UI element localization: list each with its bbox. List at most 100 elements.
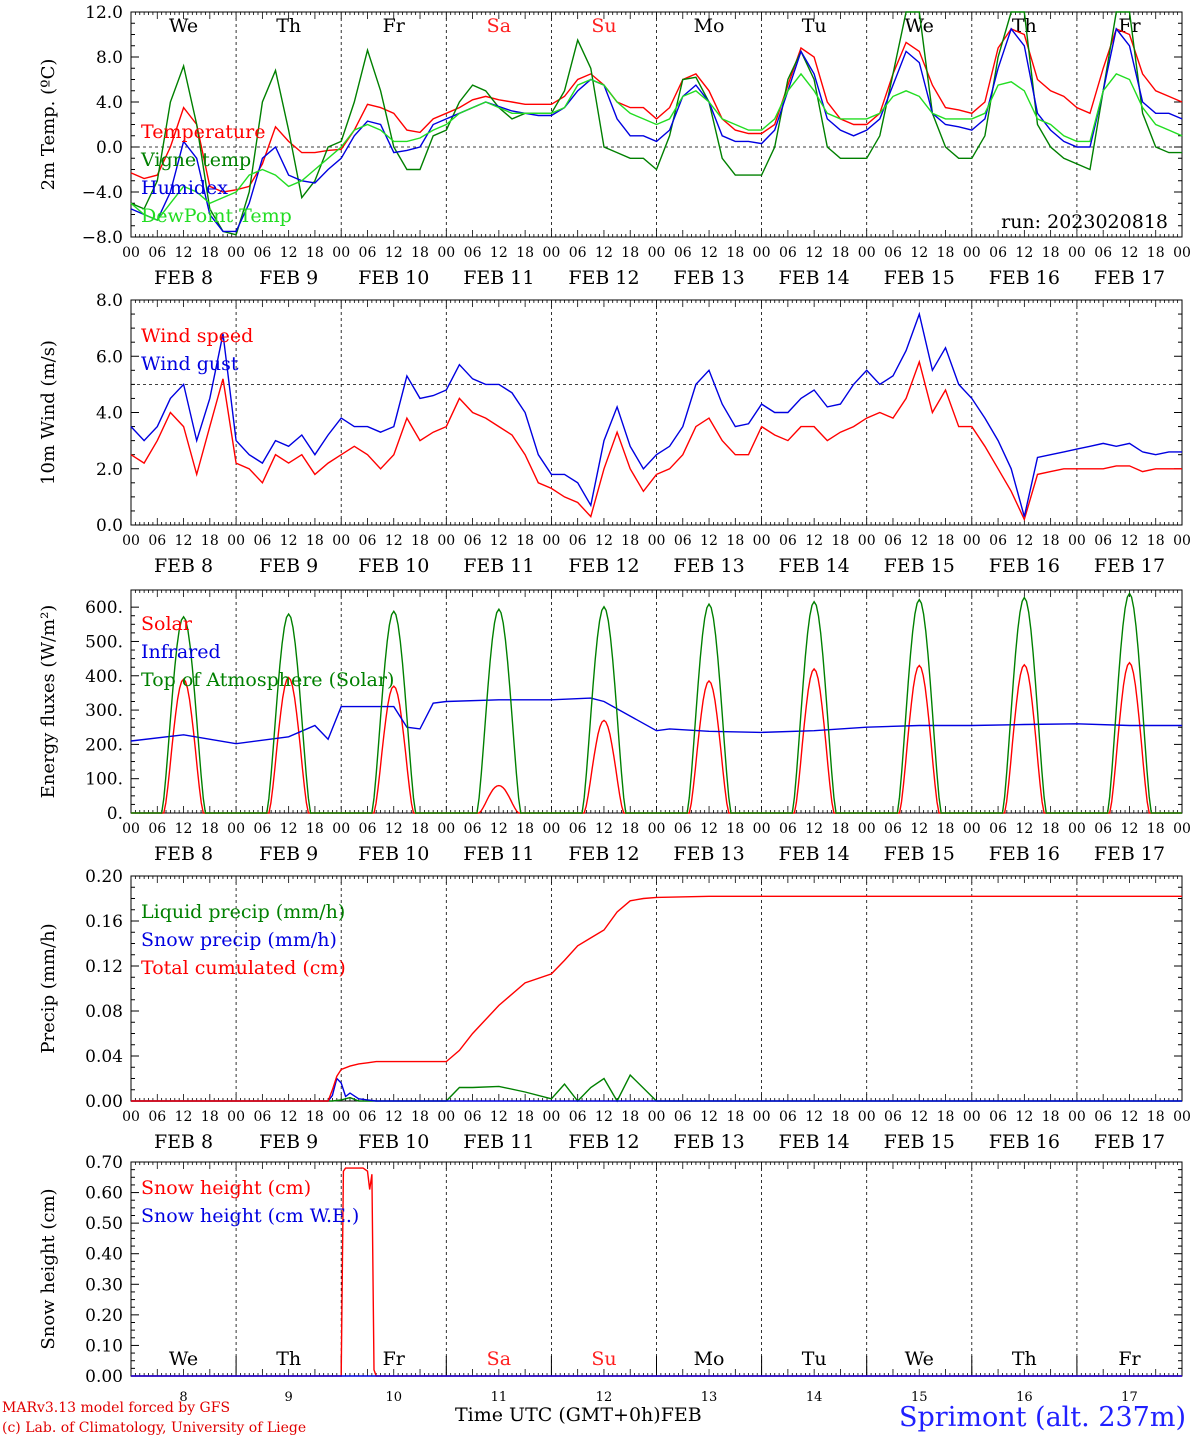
weekday-label: Th bbox=[276, 15, 301, 37]
date-label: FEB 14 bbox=[779, 555, 850, 577]
legend-entry: DewPoint Temp bbox=[141, 205, 292, 227]
hour-label: 18 bbox=[306, 245, 324, 261]
hour-label: 00 bbox=[1173, 245, 1191, 261]
y-tick-label: 0.00 bbox=[85, 1367, 123, 1387]
y-tick-label: 0.40 bbox=[85, 1245, 123, 1265]
panel-wind: 0.0 2.0 4.0 6.0 8.0 10m Wind (m/s) 00 06 12 18 00 0… bbox=[38, 291, 1191, 577]
y-tick-label: 8.0 bbox=[96, 48, 123, 68]
y-tick-label: 12.0 bbox=[85, 3, 123, 23]
hour-label: 12 bbox=[1015, 245, 1033, 261]
weekday-label: We bbox=[905, 1348, 934, 1370]
panel-snow: 0.00 0.10 0.20 0.30 0.40 0.50 0.60 0.70 Snow hei… bbox=[38, 1153, 1183, 1405]
series-line-red bbox=[130, 27, 1183, 193]
weekday-label: Fr bbox=[383, 15, 406, 37]
hour-label: 00 bbox=[122, 533, 140, 549]
series-line-red bbox=[131, 1167, 1182, 1377]
series-line-red bbox=[130, 359, 1182, 522]
date-label: FEB 16 bbox=[989, 843, 1060, 865]
hour-label: 12 bbox=[175, 1109, 193, 1125]
legend-entry: Snow height (cm W.E.) bbox=[141, 1205, 359, 1227]
weekday-label: Fr bbox=[383, 1348, 406, 1370]
hour-label: 06 bbox=[464, 821, 482, 837]
hour-label: 18 bbox=[1042, 1109, 1060, 1125]
y-tick-label: 0. bbox=[107, 804, 123, 824]
hour-label: 06 bbox=[1094, 245, 1112, 261]
hour-label: 18 bbox=[937, 533, 955, 549]
y-axis-label: 10m Wind (m/s) bbox=[38, 340, 59, 485]
weekday-label: Tu bbox=[802, 15, 827, 37]
weekday-label: Sa bbox=[487, 1348, 511, 1370]
series-line-blue bbox=[130, 27, 1183, 233]
hour-label: 06 bbox=[569, 245, 587, 261]
date-label: FEB 13 bbox=[673, 267, 744, 289]
hour-label: 00 bbox=[963, 821, 981, 837]
y-tick-label: 0.10 bbox=[85, 1336, 123, 1356]
day-number-label: 15 bbox=[911, 1390, 928, 1405]
hour-label: 12 bbox=[910, 821, 928, 837]
date-label: FEB 17 bbox=[1094, 1131, 1165, 1153]
legend-entry: Wind gust bbox=[141, 353, 239, 375]
day-number-label: 8 bbox=[179, 1390, 187, 1405]
hour-label: 00 bbox=[542, 533, 560, 549]
hour-label: 12 bbox=[175, 245, 193, 261]
day-number-label: 11 bbox=[491, 1390, 508, 1405]
hour-label: 06 bbox=[674, 1109, 692, 1125]
hour-label: 00 bbox=[1068, 245, 1086, 261]
y-tick-label: 0.16 bbox=[85, 912, 123, 932]
hour-label: 18 bbox=[411, 245, 429, 261]
y-tick-label: 0.20 bbox=[85, 867, 123, 887]
hour-label: 12 bbox=[280, 533, 298, 549]
date-label: FEB 8 bbox=[154, 843, 213, 865]
hour-label: 06 bbox=[359, 1109, 377, 1125]
panel-precip: 0.00 0.04 0.08 0.12 0.16 0.20 Precip (mm/h) 00 0… bbox=[38, 867, 1191, 1153]
y-tick-label: 200. bbox=[85, 735, 123, 755]
hour-label: 00 bbox=[542, 821, 560, 837]
series-line-blue bbox=[130, 697, 1182, 745]
legend-entry: Solar bbox=[141, 613, 193, 635]
hour-label: 12 bbox=[700, 821, 718, 837]
date-label: FEB 15 bbox=[884, 267, 955, 289]
day-number-label: 16 bbox=[1016, 1390, 1033, 1405]
hour-label: 18 bbox=[1042, 821, 1060, 837]
hour-label: 18 bbox=[726, 533, 744, 549]
y-tick-label: 0.50 bbox=[85, 1214, 123, 1234]
hour-label: 18 bbox=[1042, 245, 1060, 261]
hour-label: 06 bbox=[569, 821, 587, 837]
hour-label: 00 bbox=[1068, 533, 1086, 549]
date-label: FEB 8 bbox=[154, 555, 213, 577]
date-label: FEB 14 bbox=[779, 1131, 850, 1153]
hour-label: 06 bbox=[884, 1109, 902, 1125]
date-label: FEB 16 bbox=[989, 1131, 1060, 1153]
legend-entry: Wind speed bbox=[141, 325, 253, 347]
y-axis-label: Energy fluxes (W/m²) bbox=[38, 605, 59, 799]
date-label: FEB 15 bbox=[884, 555, 955, 577]
hour-label: 18 bbox=[306, 1109, 324, 1125]
y-tick-label: 400. bbox=[85, 667, 123, 687]
date-label: FEB 12 bbox=[568, 555, 639, 577]
credit-model: MARv3.13 model forced by GFS bbox=[2, 1400, 231, 1416]
hour-label: 18 bbox=[1147, 1109, 1165, 1125]
date-label: FEB 8 bbox=[154, 267, 213, 289]
legend-entry: Top of Atmosphere (Solar) bbox=[141, 669, 394, 691]
hour-label: 18 bbox=[201, 533, 219, 549]
hour-label: 12 bbox=[280, 1109, 298, 1125]
date-label: FEB 17 bbox=[1094, 267, 1165, 289]
hour-label: 00 bbox=[437, 533, 455, 549]
hour-label: 18 bbox=[516, 1109, 534, 1125]
hour-label: 06 bbox=[148, 245, 166, 261]
hour-label: 12 bbox=[700, 245, 718, 261]
y-tick-label: 0.04 bbox=[85, 1047, 123, 1067]
series-line-blue bbox=[131, 1077, 1182, 1102]
hour-label: 12 bbox=[910, 533, 928, 549]
day-number-label: 13 bbox=[701, 1390, 718, 1405]
date-label: FEB 15 bbox=[884, 1131, 955, 1153]
hour-label: 18 bbox=[516, 533, 534, 549]
date-label: FEB 9 bbox=[259, 1131, 318, 1153]
hour-label: 06 bbox=[359, 821, 377, 837]
hour-label: 18 bbox=[832, 533, 850, 549]
hour-label: 12 bbox=[1121, 821, 1139, 837]
day-number-label: 12 bbox=[596, 1390, 613, 1405]
y-tick-label: 0.30 bbox=[85, 1275, 123, 1295]
hour-label: 06 bbox=[464, 245, 482, 261]
hour-label: 06 bbox=[779, 1109, 797, 1125]
